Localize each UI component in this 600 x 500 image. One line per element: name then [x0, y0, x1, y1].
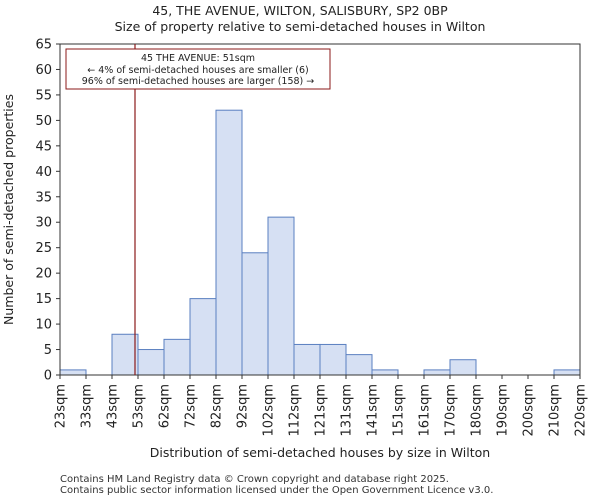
x-tick-label: 53sqm — [132, 384, 147, 428]
x-tick-label: 33sqm — [80, 384, 95, 428]
x-tick-label: 131sqm — [340, 384, 355, 437]
y-tick-label: 15 — [35, 292, 52, 307]
x-tick-label: 62sqm — [158, 384, 173, 428]
y-tick-label: 50 — [35, 114, 52, 129]
y-tick-label: 60 — [35, 63, 52, 78]
histogram-bar — [189, 298, 217, 376]
histogram-bar — [553, 369, 581, 376]
footer-line-1: Contains HM Land Registry data © Crown c… — [60, 474, 449, 485]
x-tick-label: 112sqm — [288, 384, 303, 437]
annotation-box — [65, 48, 331, 90]
y-tick-label: 20 — [35, 267, 52, 282]
x-tick-label: 161sqm — [418, 384, 433, 437]
histogram-bar — [371, 369, 399, 376]
histogram-bar — [423, 369, 451, 376]
histogram-bar — [449, 359, 477, 376]
chart-title: 45, THE AVENUE, WILTON, SALISBURY, SP2 0… — [152, 3, 448, 18]
x-tick-label: 23sqm — [54, 384, 69, 428]
x-tick-label: 170sqm — [444, 384, 459, 437]
chart-subtitle: Size of property relative to semi-detach… — [114, 19, 486, 34]
x-tick-label: 210sqm — [548, 384, 563, 437]
y-tick-label: 65 — [35, 38, 52, 53]
x-tick-label: 151sqm — [392, 384, 407, 437]
annotation-line-2: ← 4% of semi-detached houses are smaller… — [87, 65, 308, 76]
y-tick-label: 45 — [35, 139, 52, 154]
x-tick-label: 92sqm — [236, 384, 251, 428]
plot-frame — [59, 43, 581, 376]
x-tick-label: 180sqm — [470, 384, 485, 437]
y-tick-label: 30 — [35, 216, 52, 231]
x-tick-label: 190sqm — [496, 384, 511, 437]
annotation-line-3: 96% of semi-detached houses are larger (… — [82, 76, 315, 87]
x-tick-label: 82sqm — [210, 384, 225, 428]
y-tick-label: 10 — [35, 318, 52, 333]
histogram-bar — [319, 343, 347, 376]
histogram-bar — [241, 252, 269, 376]
x-tick-label: 200sqm — [522, 384, 537, 437]
histogram-bar — [267, 216, 295, 376]
y-tick-label: 0 — [44, 369, 52, 384]
y-tick-label: 5 — [44, 343, 52, 358]
histogram-bar — [293, 343, 321, 376]
x-tick-label: 141sqm — [366, 384, 381, 437]
histogram-bar — [215, 109, 243, 376]
y-axis-label: Number of semi-detached properties — [1, 94, 16, 325]
y-tick-label: 25 — [35, 241, 52, 256]
histogram-bar — [345, 354, 373, 376]
histogram-bar — [111, 333, 139, 376]
x-tick-label: 72sqm — [184, 384, 199, 428]
x-tick-label: 43sqm — [106, 384, 121, 428]
x-axis-label: Distribution of semi-detached houses by … — [150, 445, 490, 460]
histogram-bar — [163, 338, 191, 376]
y-tick-label: 40 — [35, 165, 52, 180]
x-tick-label: 220sqm — [574, 384, 589, 437]
y-tick-label: 55 — [35, 88, 52, 103]
footer-line-2: Contains public sector information licen… — [60, 485, 494, 496]
annotation-line-1: 45 THE AVENUE: 51sqm — [141, 53, 255, 64]
x-tick-label: 121sqm — [314, 384, 329, 437]
histogram-bar — [137, 349, 165, 376]
histogram-bar — [59, 369, 87, 376]
y-tick-label: 35 — [35, 190, 52, 205]
x-tick-label: 102sqm — [262, 384, 277, 437]
